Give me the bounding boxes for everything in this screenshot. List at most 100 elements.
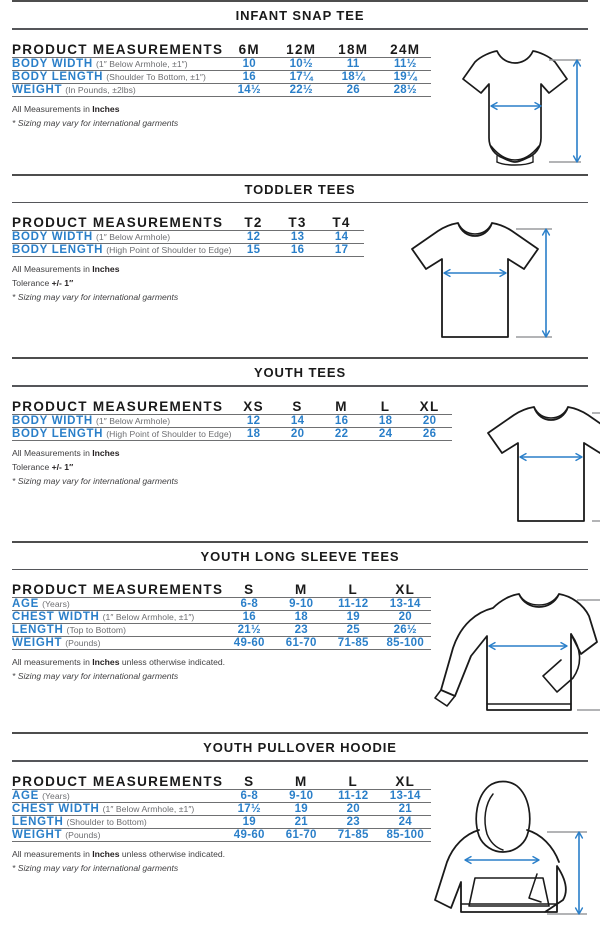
row-label-key: LENGTH [12,815,64,828]
measurement-value: 21½ [223,623,276,637]
measurement-value: 10 [223,56,276,70]
header-product-measurements: PRODUCT MEASUREMENTS [12,398,224,414]
row-label-note: (Years) [42,599,70,609]
measurement-value: 19 [327,610,380,624]
measurements-panel: PRODUCT MEASUREMENTS S M L XL AGE (Years) 6-8 9… [12,773,432,877]
footnotes: All Measurements in Inches * Sizing may v… [12,97,431,128]
footnote-emphasis: +/- 1″ [51,461,74,472]
footnote: * Sizing may vary for international garm… [12,862,179,873]
tee-illustration [486,405,600,522]
row-label-key: CHEST WIDTH [12,611,100,623]
row-label-key: LENGTH [12,624,64,636]
footnote-lead: All measurements in [12,657,93,667]
size-table: PRODUCT MEASUREMENTS S M L XL AGE (Years) 6-8 9… [12,773,432,842]
footnote: All measurements in Inches unless otherw… [12,849,419,859]
column-header-size: 18M [338,41,369,57]
section-youth-pullover-hoodie: YOUTH PULLOVER HOODIE PRODUCT MEASUREMENT… [0,732,600,926]
measurement-value: 22½ [275,82,328,97]
measurement-value: 14½ [223,82,276,97]
column-header-size: XL [419,398,440,414]
column-header-size: S [292,398,303,414]
column-header-size: 6M [238,41,260,57]
footnote: * Sizing may vary for international garm… [12,475,179,486]
row-label-key: CHEST WIDTH [12,802,100,815]
row-label-note: (Shoulder to Bottom) [66,816,147,827]
row-label: WEIGHT (Pounds) [12,636,224,650]
table-header-row: PRODUCT MEASUREMENTS XS S M L XL [12,399,452,415]
table-row: AGE (Years) 6-8 9-10 11-12 13-14 [12,597,432,611]
measurements-panel: PRODUCT MEASUREMENTS 6M 12M 18M 24M BODY WIDT… [12,42,432,132]
footnote: Tolerance +/- 1″ [12,278,352,288]
measurement-value: 17¼ [275,69,328,83]
size-table: PRODUCT MEASUREMENTS S M L XL AGE (Years) 6-8 9… [12,582,432,650]
row-label: BODY LENGTH (Shoulder To Bottom, ±1″) [12,69,224,83]
column-header-size: T4 [332,215,351,230]
table-row: WEIGHT (In Pounds, ±2lbs) 14½ 22½ 26 28½ [12,82,432,97]
measurement-value: 12 [231,413,276,427]
measurement-value: 85-100 [379,636,432,650]
row-label: BODY WIDTH (1″ Below Armhole) [12,413,232,427]
footnote-lead: Tolerance [12,278,52,288]
section-infant-snap-tee: INFANT SNAP TEE PRODUCT MEASUREMENTS 6M 12M… [0,0,600,174]
table-row: BODY LENGTH (High Point of Shoulder to E… [12,426,452,441]
row-label-note: (High Point of Shoulder to Edge) [106,428,232,439]
table-row: LENGTH (Top to Bottom) 21½ 23 25 26½ [12,623,432,637]
measurement-value: 20 [407,413,452,427]
table-row: CHEST WIDTH (1″ Below Armhole, ±1″) 17½ 19… [12,801,432,815]
section-rule-top [12,732,588,734]
column-header-size: 24M [390,41,421,57]
table-row: BODY WIDTH (1″ Below Armhole, ±1″) 10 10½ 1… [12,56,432,70]
table-row: BODY LENGTH (High Point of Shoulder to E… [12,243,364,257]
section-youth-tees: YOUTH TEES PRODUCT MEASUREMENTS XS S M L XL BOD… [0,357,600,541]
table-header-row: PRODUCT MEASUREMENTS 6M 12M 18M 24M [12,42,431,58]
row-label-key: WEIGHT [12,637,63,649]
measurement-value: 14 [319,230,364,244]
spacer [0,203,600,215]
footnote: All Measurements in Inches [12,448,440,458]
table-row: CHEST WIDTH (1″ Below Armhole, ±1″) 16 18 1… [12,610,432,624]
footnote-lead: All Measurements in [12,447,93,458]
measurement-value: 21 [275,814,328,828]
table-header-row: PRODUCT MEASUREMENTS S M L XL [12,582,431,598]
footnote-tail: unless otherwise indicated. [119,657,226,667]
row-label-note: (1″ Below Armhole, ±1″) [102,803,195,814]
row-label-note: (In Pounds, ±2lbs) [65,84,136,95]
section-rule-top [12,357,588,359]
column-header-size: T2 [244,215,263,230]
spacer [0,762,600,774]
measurements-panel: PRODUCT MEASUREMENTS T2 T3 T4 BODY WIDTH (1″… [12,215,364,306]
measurement-value: 12 [231,230,276,244]
row-label-note: (Top to Bottom) [66,625,127,635]
table-row: WEIGHT (Pounds) 49-60 61-70 71-85 85-100 [12,827,432,842]
onesie-illustration [462,49,582,166]
column-header-size: S [244,582,255,597]
measurement-value: 25 [327,623,380,637]
hoodie-illustration [434,780,588,915]
measurement-value: 13 [275,230,320,244]
measurement-value: 16 [319,413,364,427]
garment-illustration-wrap [431,42,591,174]
footnote: * Sizing may vary for international garm… [12,117,179,128]
measurement-value: 10½ [275,56,328,70]
row-label-key: WEIGHT [12,83,63,96]
measurement-value: 15 [231,243,276,257]
measurement-value: 11-12 [327,788,380,802]
measurement-value: 6-8 [223,788,276,802]
measurement-value: 11 [327,56,380,70]
measurement-value: 61-70 [275,827,328,842]
measurement-value: 9-10 [275,597,328,611]
measurement-value: 18 [231,426,276,441]
section-rule-bottom [12,28,588,30]
measurement-value: 13-14 [379,597,432,611]
section-rule-bottom [12,201,588,203]
column-header-size: M [294,773,308,789]
section-rule-top [12,540,588,543]
row-label-note: (Shoulder To Bottom, ±1″) [106,71,206,82]
row-label-note: (Pounds) [65,829,101,840]
row-label-key: BODY WIDTH [12,231,93,243]
measurement-value: 13-14 [379,788,432,802]
measurement-value: 20 [327,801,380,815]
section-body: PRODUCT MEASUREMENTS 6M 12M 18M 24M BODY WIDT… [0,42,600,174]
row-label-note: (1″ Below Armhole, ±1″) [95,58,188,69]
